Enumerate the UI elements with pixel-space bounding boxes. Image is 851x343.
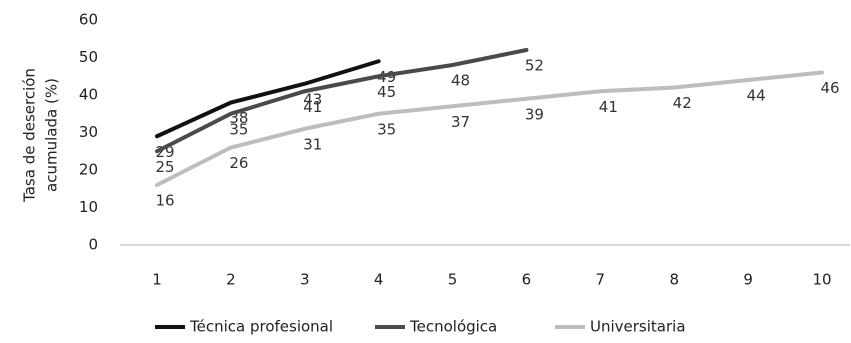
y-tick-label: 20 bbox=[79, 161, 98, 179]
legend-label: Tecnológica bbox=[409, 318, 497, 336]
data-label: 29 bbox=[155, 143, 174, 161]
data-label: 26 bbox=[229, 154, 248, 172]
series-line bbox=[155, 59, 381, 139]
data-label: 35 bbox=[229, 120, 248, 138]
data-label: 44 bbox=[747, 87, 766, 105]
x-tick-label: 4 bbox=[374, 271, 384, 289]
data-label: 45 bbox=[377, 83, 396, 101]
y-tick-label: 30 bbox=[79, 123, 98, 141]
y-tick-label: 10 bbox=[79, 198, 98, 216]
series-line bbox=[155, 48, 529, 154]
x-tick-label: 9 bbox=[743, 271, 753, 289]
x-tick-label: 1 bbox=[152, 271, 162, 289]
data-label: 41 bbox=[599, 98, 618, 116]
data-label: 46 bbox=[820, 79, 839, 97]
data-label: 43 bbox=[303, 90, 322, 108]
data-label: 39 bbox=[525, 105, 544, 123]
y-axis-title: acumulada (%) bbox=[43, 78, 61, 192]
series-line bbox=[155, 70, 824, 187]
y-axis-title: Tasa de deserción bbox=[21, 68, 39, 203]
x-tick-label: 7 bbox=[596, 271, 606, 289]
x-tick-label: 6 bbox=[522, 271, 532, 289]
data-label: 16 bbox=[155, 192, 174, 210]
x-tick-label: 5 bbox=[448, 271, 458, 289]
data-label: 37 bbox=[451, 113, 470, 131]
y-tick-label: 0 bbox=[88, 236, 98, 254]
x-tick-label: 2 bbox=[226, 271, 236, 289]
y-tick-label: 40 bbox=[79, 86, 98, 104]
x-tick-label: 10 bbox=[812, 271, 831, 289]
x-tick-label: 8 bbox=[669, 271, 679, 289]
legend-label: Técnica profesional bbox=[189, 318, 333, 336]
data-label: 42 bbox=[673, 94, 692, 112]
y-tick-label: 50 bbox=[79, 48, 98, 66]
data-label: 35 bbox=[377, 120, 396, 138]
y-tick-label: 60 bbox=[79, 11, 98, 29]
data-label: 25 bbox=[155, 158, 174, 176]
data-label: 48 bbox=[451, 72, 470, 90]
x-tick-label: 3 bbox=[300, 271, 310, 289]
data-label: 31 bbox=[303, 135, 322, 153]
data-label: 52 bbox=[525, 57, 544, 75]
data-label: 41 bbox=[303, 98, 322, 116]
legend-label: Universitaria bbox=[590, 318, 686, 336]
